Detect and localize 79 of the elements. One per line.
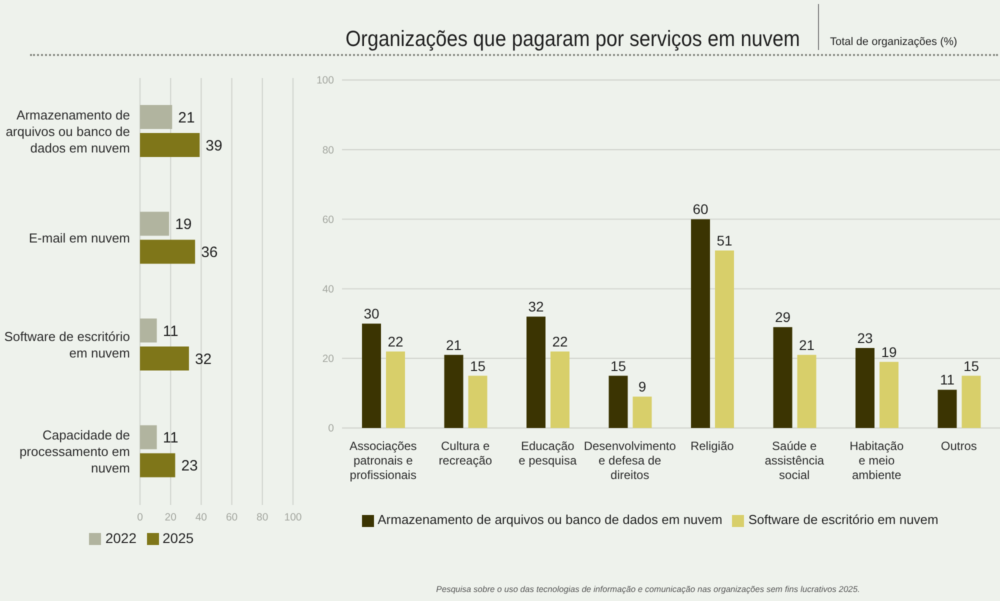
bar — [140, 318, 157, 342]
bar — [526, 316, 546, 428]
bar — [550, 351, 570, 428]
data-label: 22 — [552, 333, 568, 350]
bar — [140, 105, 172, 129]
data-label: 15 — [610, 358, 626, 374]
text: Pesquisa sobre o uso das tecnologias de informação e comunicação nas organizações sem fins lucrativos 2025. — [436, 584, 860, 595]
bar — [140, 425, 157, 450]
data-label: 36 — [201, 244, 218, 262]
x-tick-label: 20 — [164, 511, 177, 524]
y-tick-label: 60 — [322, 214, 334, 226]
bar — [386, 351, 405, 428]
bar — [880, 362, 898, 428]
bar — [938, 390, 957, 428]
y-tick-label: 40 — [322, 284, 334, 296]
data-label: 9 — [638, 378, 646, 395]
data-label: 15 — [470, 358, 486, 374]
data-label: 22 — [388, 333, 404, 350]
data-label: 15 — [963, 358, 980, 374]
y-tick-label: 100 — [316, 74, 334, 87]
x-tick-label: Educação e pesquisa — [518, 439, 577, 468]
bar — [691, 219, 710, 428]
data-label: 21 — [798, 336, 815, 353]
x-tick-label: 60 — [226, 511, 238, 524]
data-label: 11 — [162, 430, 178, 447]
x-tick-label: Associações patronais e profissionais — [349, 439, 417, 482]
bar — [140, 240, 196, 264]
bar — [715, 250, 734, 428]
x-tick-label: Cultura e recreação — [438, 439, 492, 468]
bar — [468, 376, 488, 428]
bar — [962, 376, 981, 428]
x-tick-label: Outros — [940, 439, 977, 453]
bar — [608, 376, 628, 428]
bar — [362, 324, 381, 428]
y-tick-label: 0 — [328, 422, 334, 435]
bar — [140, 133, 200, 157]
bar — [773, 327, 792, 428]
data-label: 19 — [175, 216, 192, 234]
x-tick-label: Saúde e assistência social — [764, 439, 824, 482]
x-tick-label: 40 — [195, 511, 208, 524]
data-label: 11 — [162, 322, 178, 340]
legend-label: Software de escritório em nuvem — [748, 512, 938, 527]
bar — [856, 348, 874, 428]
y-tick-label: Software de escritório em nuvem — [4, 329, 130, 361]
data-label: 19 — [881, 344, 897, 360]
data-label: 30 — [364, 306, 380, 322]
data-label: 32 — [528, 298, 544, 315]
x-tick-label: Desenvolvimento e defesa de direitos — [584, 439, 676, 482]
bar — [632, 396, 652, 428]
bar — [140, 453, 176, 478]
legend-label: 2025 — [162, 530, 194, 546]
data-label: 51 — [716, 232, 732, 249]
y-tick-label: Armazenamento de arquivos ou banco de dados em nuvem — [6, 107, 130, 156]
bar — [140, 212, 170, 236]
data-label: 21 — [446, 336, 462, 353]
bar — [140, 346, 189, 370]
chart-subtitle: Total de organizações (%) — [830, 35, 958, 49]
x-tick-label: Habitação e meio ambiente — [850, 439, 904, 482]
data-label: 60 — [692, 201, 708, 218]
bar — [797, 354, 816, 428]
bar — [444, 354, 464, 428]
legend-label: Armazenamento de arquivos ou banco de dados em nuvem — [378, 512, 722, 527]
data-label: 11 — [940, 372, 955, 388]
y-tick-label: 80 — [322, 144, 334, 156]
x-tick-label: 80 — [256, 511, 268, 524]
x-tick-label: 0 — [137, 511, 144, 524]
data-label: 23 — [857, 330, 873, 346]
data-label: 23 — [181, 458, 198, 475]
chart-title: Organizações que pagaram por serviços em nuvem — [345, 26, 800, 51]
data-label: 39 — [206, 137, 222, 154]
legend-label: 2022 — [105, 530, 136, 546]
x-tick-label: Religião — [690, 439, 734, 453]
y-tick-label: Capacidade de processamento em nuvem — [19, 428, 130, 476]
y-tick-label: 20 — [322, 353, 334, 366]
x-tick-label: 100 — [284, 511, 302, 524]
data-label: 29 — [774, 309, 791, 326]
data-label: 32 — [194, 350, 212, 368]
y-tick-label: E-mail em nuvem — [28, 230, 130, 246]
data-label: 21 — [178, 109, 195, 126]
